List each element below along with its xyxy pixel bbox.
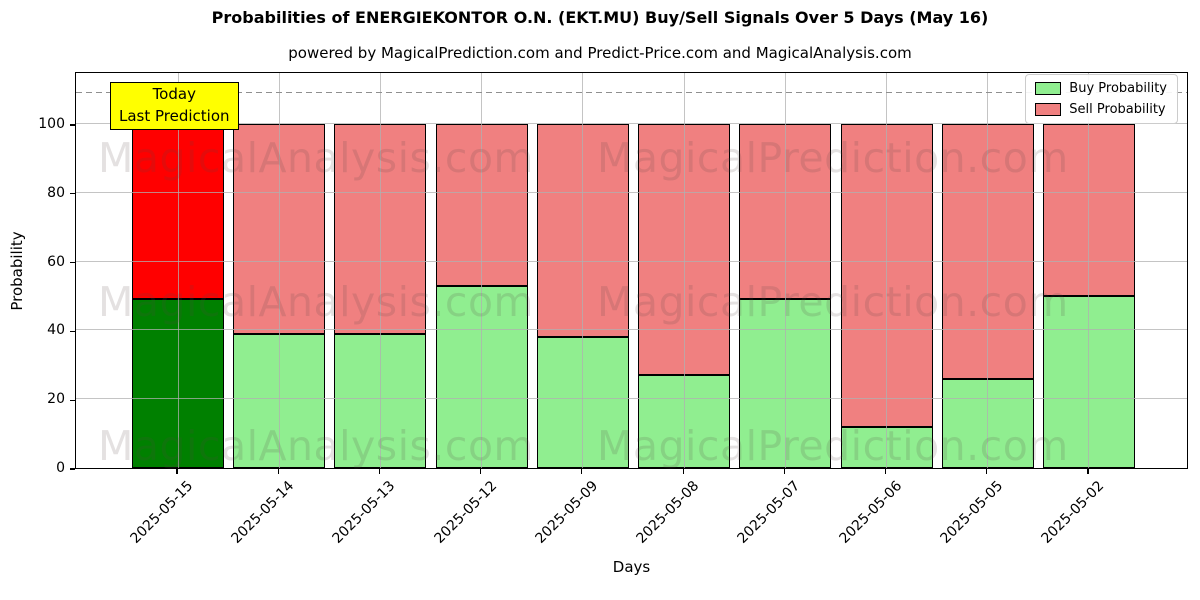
legend: Buy Probability Sell Probability bbox=[1025, 74, 1178, 124]
bar-2025-05-15 bbox=[132, 73, 224, 468]
bars-layer bbox=[76, 73, 1187, 468]
threshold-dashed-line bbox=[76, 91, 1187, 93]
x-tick-label: 2025-05-02 bbox=[1038, 478, 1108, 547]
legend-label: Buy Probability bbox=[1069, 81, 1167, 96]
bar-2025-05-14 bbox=[233, 73, 326, 468]
sell-segment bbox=[334, 124, 427, 334]
x-tick-mark bbox=[884, 469, 887, 474]
sell-segment bbox=[941, 124, 1034, 379]
buy-segment bbox=[840, 426, 933, 468]
sell-segment bbox=[638, 124, 731, 376]
x-tick-label: 2025-05-12 bbox=[431, 478, 500, 547]
y-tick-mark bbox=[70, 399, 75, 401]
today-annotation-line: Today bbox=[152, 85, 196, 103]
x-tick-label: 2025-05-14 bbox=[228, 478, 298, 547]
x-tick-label: 2025-05-09 bbox=[532, 478, 602, 547]
y-tick-label: 0 bbox=[56, 460, 65, 476]
y-tick-label: 100 bbox=[38, 115, 65, 132]
buy-segment bbox=[435, 285, 528, 468]
buy-segment bbox=[233, 333, 326, 468]
legend-item: Buy Probability bbox=[1035, 81, 1167, 96]
bar-2025-05-09 bbox=[536, 73, 629, 468]
y-tick-mark bbox=[70, 124, 75, 126]
buy-segment bbox=[941, 378, 1034, 468]
legend-swatch bbox=[1035, 82, 1062, 95]
buy-segment bbox=[638, 375, 731, 468]
chart-subtitle: powered by MagicalPrediction.com and Pre… bbox=[288, 44, 912, 62]
y-tick-mark bbox=[70, 468, 75, 470]
today-annotation: Today Last Prediction bbox=[110, 82, 239, 130]
y-tick-mark bbox=[70, 193, 75, 195]
x-tick-mark bbox=[682, 469, 684, 474]
x-tick-mark bbox=[277, 469, 279, 474]
bar-2025-05-13 bbox=[334, 73, 427, 468]
y-tick-label: 80 bbox=[47, 184, 65, 201]
sell-segment bbox=[1042, 124, 1135, 296]
x-tick-label: 2025-05-08 bbox=[633, 478, 703, 547]
buy-segment bbox=[132, 299, 224, 468]
buy-segment bbox=[536, 337, 629, 468]
x-tick-mark bbox=[581, 469, 583, 474]
legend-label: Sell Probability bbox=[1069, 102, 1166, 117]
x-axis-label: Days bbox=[612, 558, 651, 576]
x-tick-mark bbox=[1087, 469, 1089, 474]
sell-segment bbox=[132, 124, 224, 300]
buy-segment bbox=[739, 299, 832, 468]
sell-segment bbox=[435, 123, 528, 286]
y-tick-mark bbox=[70, 261, 75, 264]
x-tick-mark bbox=[986, 469, 988, 474]
sell-segment bbox=[739, 124, 832, 300]
y-tick-label: 20 bbox=[47, 391, 65, 408]
sell-segment bbox=[233, 124, 326, 334]
bar-2025-05-08 bbox=[638, 73, 731, 468]
chart-title: Probabilities of ENERGIEKONTOR O.N. (EKT… bbox=[211, 8, 989, 27]
buy-segment bbox=[1042, 296, 1135, 468]
bar-2025-05-07 bbox=[739, 73, 832, 468]
bar-2025-05-12 bbox=[435, 73, 528, 468]
buy-segment bbox=[334, 333, 427, 468]
y-tick-label: 60 bbox=[47, 253, 65, 270]
legend-swatch bbox=[1035, 103, 1062, 116]
y-tick-mark bbox=[70, 330, 75, 332]
x-tick-label: 2025-05-07 bbox=[734, 478, 804, 547]
x-tick-mark bbox=[783, 469, 785, 474]
bar-2025-05-06 bbox=[840, 73, 933, 468]
x-tick-mark bbox=[378, 469, 381, 474]
x-tick-label: 2025-05-13 bbox=[329, 478, 399, 547]
x-tick-label: 2025-05-05 bbox=[937, 478, 1007, 547]
sell-segment bbox=[840, 123, 933, 427]
plot-area: MagicalAnalysis.comMagicalPrediction.com… bbox=[75, 72, 1188, 470]
y-axis-label: Probability bbox=[8, 231, 26, 311]
bar-2025-05-05 bbox=[941, 73, 1034, 468]
legend-item: Sell Probability bbox=[1035, 102, 1167, 117]
x-tick-mark bbox=[480, 469, 482, 474]
today-annotation-line: Last Prediction bbox=[119, 106, 230, 125]
bar-2025-05-02 bbox=[1042, 73, 1135, 468]
sell-segment bbox=[536, 124, 629, 338]
x-tick-label: 2025-05-06 bbox=[835, 478, 905, 547]
y-tick-label: 40 bbox=[47, 322, 65, 339]
x-tick-mark bbox=[176, 469, 178, 474]
x-tick-label: 2025-05-15 bbox=[127, 478, 197, 547]
